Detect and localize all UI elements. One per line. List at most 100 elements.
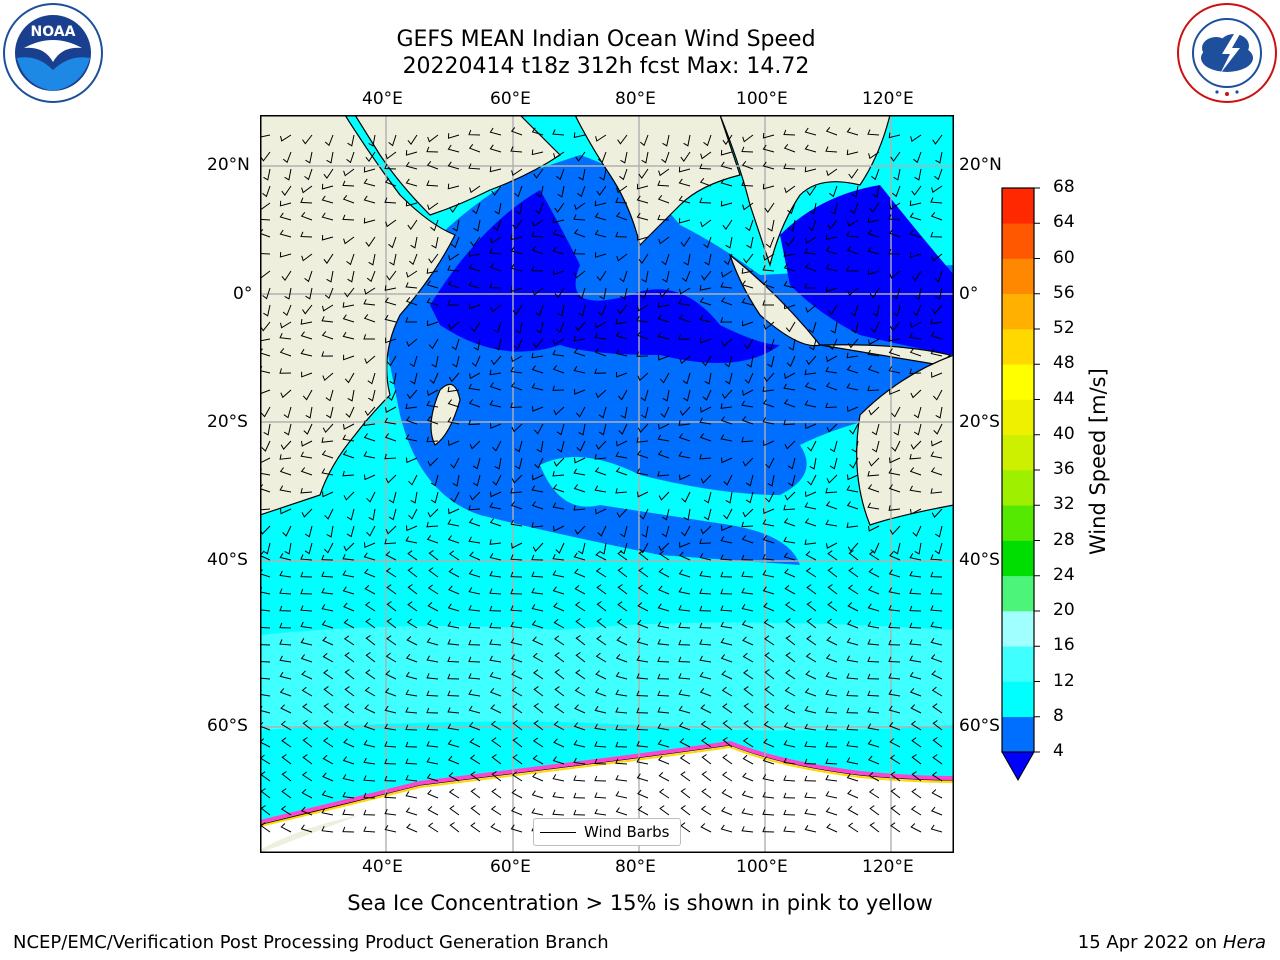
wind-barb bbox=[534, 423, 544, 435]
wind-barb bbox=[405, 671, 418, 680]
wind-barb bbox=[745, 491, 754, 504]
wind-barb bbox=[365, 669, 376, 680]
wind-barb bbox=[428, 338, 439, 350]
wind-barb bbox=[762, 417, 775, 425]
wind-barb bbox=[722, 737, 733, 748]
wind-barb bbox=[514, 457, 523, 470]
wind-barb bbox=[741, 146, 754, 153]
wind-barb bbox=[699, 655, 712, 663]
wind-barb bbox=[384, 297, 397, 306]
wind-barb bbox=[300, 638, 313, 646]
wind-barb bbox=[388, 134, 397, 147]
wind-barb bbox=[787, 202, 796, 215]
wind-barb bbox=[531, 485, 544, 493]
wind-barb bbox=[346, 253, 355, 266]
wind-barb bbox=[871, 440, 880, 453]
wind-barb bbox=[594, 368, 607, 374]
wind-barb bbox=[909, 655, 922, 663]
wind-barb bbox=[468, 280, 481, 289]
wind-barb bbox=[321, 437, 334, 443]
wind-barb bbox=[679, 738, 691, 748]
wind-barb bbox=[573, 775, 586, 782]
wind-barb bbox=[448, 568, 460, 578]
lon-tick-top-100e: 100°E bbox=[736, 89, 788, 109]
wind-barb bbox=[363, 739, 376, 748]
wind-barb bbox=[783, 792, 796, 799]
wind-barb bbox=[405, 774, 418, 782]
colorbar-tick-label: 36 bbox=[1053, 459, 1075, 479]
wind-barb bbox=[827, 567, 838, 578]
wind-barb bbox=[364, 474, 376, 481]
wind-barb bbox=[678, 451, 691, 459]
wind-barb bbox=[743, 669, 754, 680]
wind-barb bbox=[595, 134, 607, 142]
wind-barb bbox=[657, 673, 670, 680]
wind-barb bbox=[725, 236, 733, 249]
wind-barb bbox=[599, 287, 607, 300]
wind-barb bbox=[489, 263, 502, 272]
wind-barb bbox=[279, 688, 292, 697]
wind-barb bbox=[533, 168, 544, 179]
wind-barb bbox=[850, 304, 859, 317]
wind-barb bbox=[470, 822, 481, 833]
wind-barb bbox=[406, 525, 418, 532]
wind-barb bbox=[490, 304, 502, 313]
wind-barb bbox=[384, 163, 397, 170]
wind-barb bbox=[741, 790, 754, 799]
wind-barb bbox=[595, 652, 607, 663]
wind-barb bbox=[342, 302, 355, 308]
wind-barb bbox=[573, 228, 586, 238]
wind-barb bbox=[868, 525, 880, 532]
wind-barb bbox=[741, 180, 754, 187]
wind-barb bbox=[846, 673, 859, 680]
wind-barb bbox=[449, 805, 460, 816]
wind-barb bbox=[322, 423, 334, 434]
wind-barb bbox=[741, 416, 754, 425]
wind-barb bbox=[893, 542, 901, 555]
wind-barb bbox=[300, 605, 313, 612]
wind-barb bbox=[931, 440, 943, 447]
wind-barb bbox=[616, 253, 628, 262]
wind-barb bbox=[364, 686, 376, 697]
wind-barb bbox=[447, 603, 460, 612]
wind-barb bbox=[594, 758, 607, 765]
wind-barb bbox=[552, 774, 565, 782]
wind-barb bbox=[512, 754, 523, 765]
wind-barb bbox=[304, 270, 313, 283]
colorbar-cell bbox=[1002, 540, 1034, 577]
wind-barb bbox=[640, 406, 649, 419]
wind-barb bbox=[447, 300, 460, 306]
wind-barb bbox=[301, 185, 313, 194]
wind-barb bbox=[281, 185, 292, 196]
wind-barb bbox=[720, 434, 733, 442]
wind-barb bbox=[553, 618, 565, 629]
wind-barb bbox=[447, 535, 460, 544]
wind-barb bbox=[321, 212, 334, 221]
wind-barb bbox=[324, 542, 334, 554]
wind-barb bbox=[346, 508, 355, 521]
wind-barb bbox=[851, 321, 859, 334]
wind-barb bbox=[742, 737, 754, 748]
wind-barb bbox=[552, 586, 565, 595]
wind-barb bbox=[699, 622, 712, 629]
wind-barb bbox=[300, 331, 313, 340]
wind-barb bbox=[700, 823, 712, 833]
wind-barb bbox=[657, 621, 670, 629]
wind-barb bbox=[300, 806, 313, 816]
wind-barb bbox=[279, 605, 292, 612]
wind-barb bbox=[553, 738, 565, 748]
wind-barb bbox=[263, 423, 271, 436]
colorbar-cell bbox=[1002, 434, 1034, 471]
wind-barb bbox=[636, 724, 649, 731]
wind-barb bbox=[868, 406, 880, 416]
wind-barb bbox=[762, 519, 775, 527]
wind-barb bbox=[342, 331, 355, 340]
wind-barb bbox=[364, 585, 376, 595]
wind-barb bbox=[367, 372, 376, 385]
wind-barb bbox=[637, 805, 649, 816]
wind-barb bbox=[678, 166, 691, 173]
wind-barb bbox=[489, 369, 502, 376]
wind-barb bbox=[910, 823, 922, 833]
wind-barb bbox=[615, 488, 628, 494]
wind-barb bbox=[343, 720, 355, 731]
